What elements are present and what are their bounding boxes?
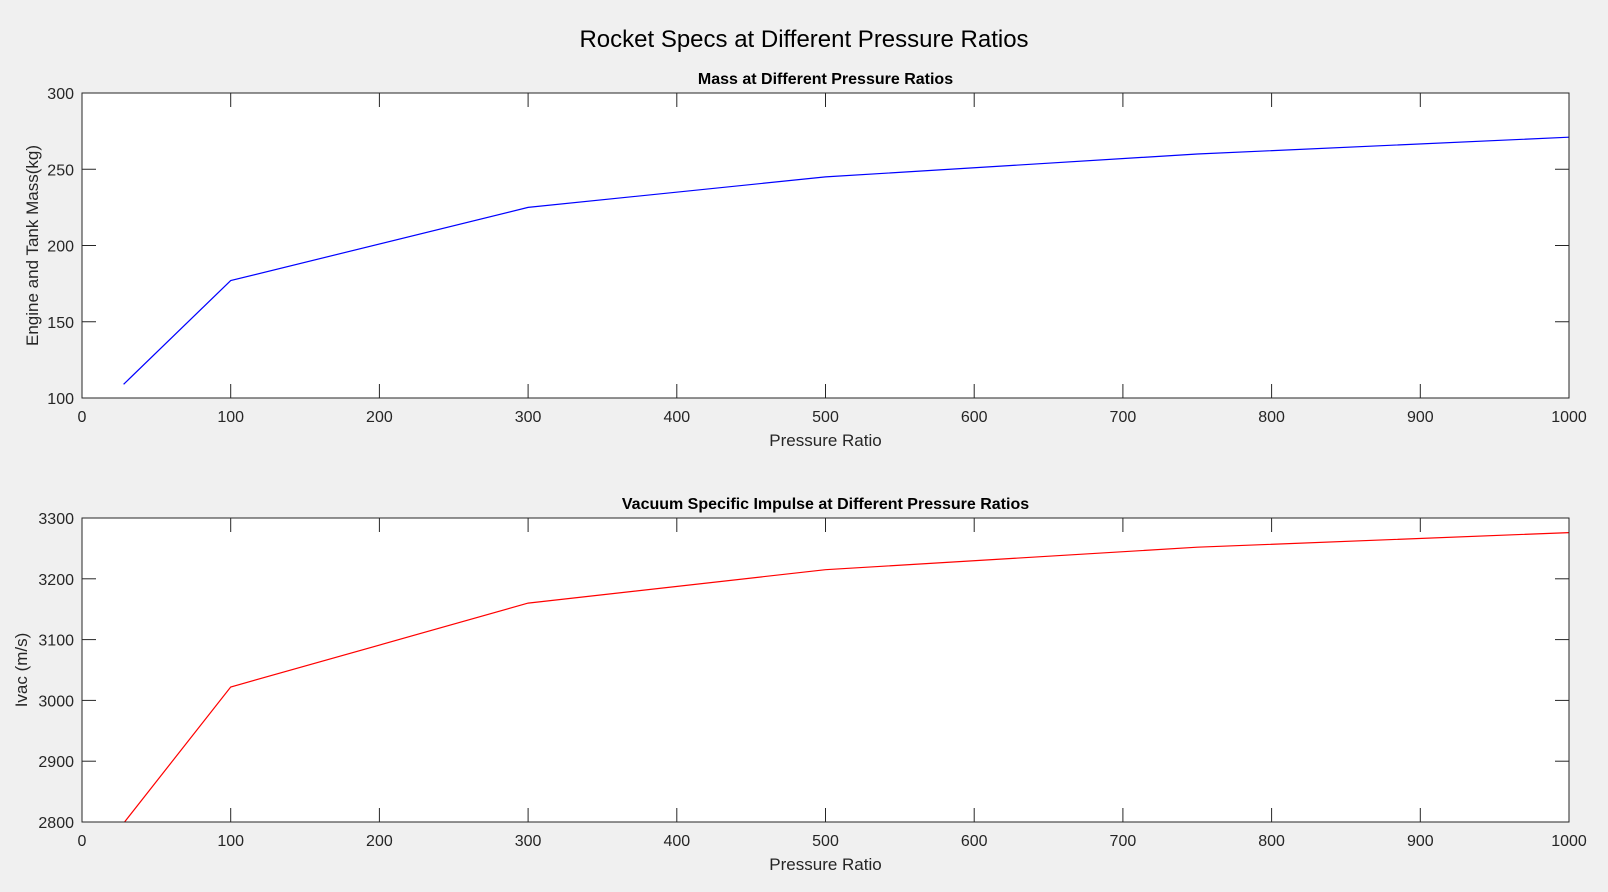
y-tick-label: 2900: [38, 754, 74, 771]
x-tick-label: 100: [217, 409, 244, 426]
y-tick-label: 200: [47, 239, 74, 256]
figure-title: Rocket Specs at Different Pressure Ratio…: [579, 26, 1029, 53]
axes-title: Mass at Different Pressure Ratios: [698, 71, 953, 88]
y-tick-label: 250: [47, 162, 74, 179]
x-tick-label: 1000: [1551, 409, 1587, 426]
x-tick-label: 400: [663, 833, 690, 850]
x-tick-label: 300: [515, 409, 542, 426]
plot-area: [82, 93, 1569, 398]
data-line: [123, 532, 1569, 822]
x-tick-label: 700: [1110, 833, 1137, 850]
y-tick-label: 100: [47, 391, 74, 408]
y-tick-label: 300: [47, 86, 74, 103]
data-line: [123, 136, 1569, 385]
x-tick-label: 800: [1258, 409, 1285, 426]
x-tick-label: 700: [1110, 409, 1137, 426]
x-tick-label: 500: [812, 409, 839, 426]
x-tick-label: 600: [961, 409, 988, 426]
x-tick-label: 100: [217, 833, 244, 850]
plot-area: [82, 518, 1569, 822]
x-tick-label: 300: [515, 833, 542, 850]
y-tick-label: 150: [47, 315, 74, 332]
y-tick-label: 3200: [38, 572, 74, 589]
x-tick-label: 0: [78, 833, 87, 850]
y-tick-label: 3100: [38, 633, 74, 650]
axes-title: Vacuum Specific Impulse at Different Pre…: [622, 496, 1029, 513]
ivac-axes: 0 100 200 300 400 500 600 700 800 900 1000 2800 2900…: [12, 496, 1587, 874]
x-axis-label: Pressure Ratio: [769, 855, 881, 874]
y-axis-label: Ivac (m/s): [12, 633, 31, 708]
mass-axes: 0 100 200 300 400 500 600 700 800 900 100010015020…: [23, 71, 1587, 450]
x-tick-label: 500: [812, 833, 839, 850]
x-tick-label: 200: [366, 409, 393, 426]
x-tick-label: 200: [366, 833, 393, 850]
y-axis-label: Engine and Tank Mass(kg): [23, 145, 42, 346]
x-tick-label: 400: [663, 409, 690, 426]
x-tick-label: 800: [1258, 833, 1285, 850]
y-tick-label: 3000: [38, 693, 74, 710]
y-tick-label: 3300: [38, 511, 74, 528]
x-tick-label: 900: [1407, 833, 1434, 850]
x-tick-label: 900: [1407, 409, 1434, 426]
x-tick-label: 600: [961, 833, 988, 850]
y-tick-label: 2800: [38, 815, 74, 832]
x-tick-label: 0: [78, 409, 87, 426]
x-tick-label: 1000: [1551, 833, 1587, 850]
x-axis-label: Pressure Ratio: [769, 431, 881, 450]
